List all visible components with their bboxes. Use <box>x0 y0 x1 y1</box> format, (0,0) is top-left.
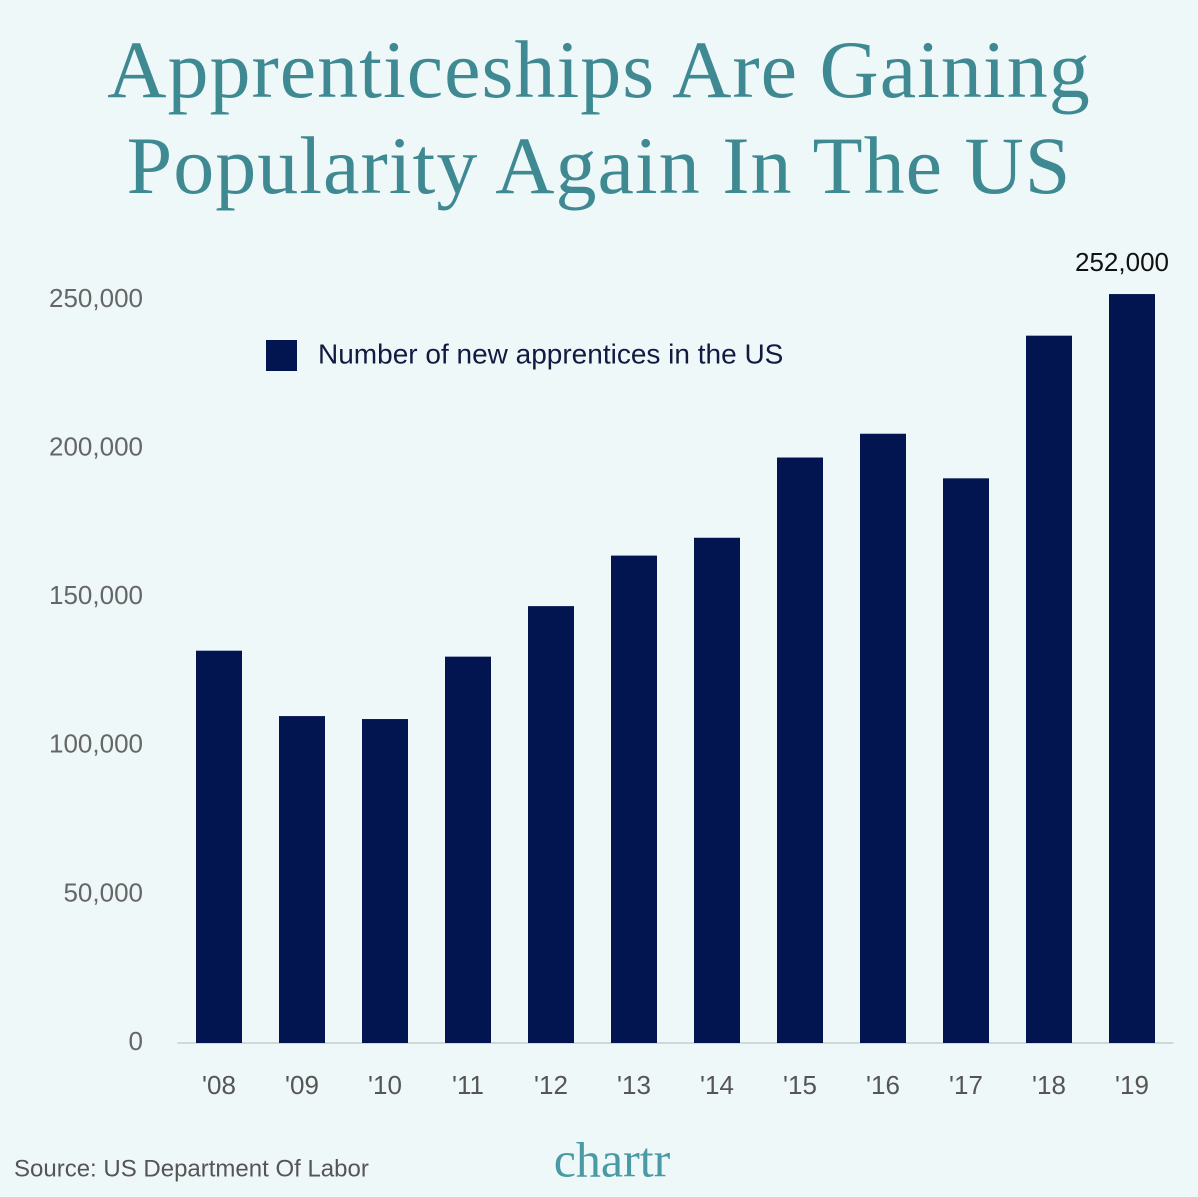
bar <box>528 606 574 1043</box>
x-tick-label: '11 <box>452 1070 484 1100</box>
y-tick-label: 250,000 <box>49 283 143 313</box>
x-tick-label: '18 <box>1032 1070 1066 1100</box>
chart-title: Apprenticeships Are Gaining Popularity A… <box>107 24 1091 211</box>
y-tick-label: 150,000 <box>49 580 143 610</box>
bar <box>1026 335 1072 1043</box>
bar <box>694 537 740 1043</box>
bar <box>1109 294 1155 1043</box>
y-tick-label: 200,000 <box>49 431 143 461</box>
x-tick-label: '09 <box>285 1070 319 1100</box>
bar <box>196 650 242 1043</box>
bar <box>860 433 906 1043</box>
y-tick-label: 0 <box>129 1026 143 1056</box>
bar <box>777 457 823 1043</box>
value-label: 252,000 <box>1075 247 1169 277</box>
x-tick-label: '17 <box>949 1070 983 1100</box>
source: Source: US Department Of Labor <box>14 1155 369 1182</box>
x-tick-label: '12 <box>534 1070 568 1100</box>
brand: chartr <box>554 1131 671 1187</box>
bar <box>362 719 408 1043</box>
x-tick-label: '16 <box>866 1070 900 1100</box>
x-tick-label: '10 <box>368 1070 402 1100</box>
bar <box>445 656 491 1043</box>
x-tick-label: '08 <box>202 1070 236 1100</box>
y-tick-label: 50,000 <box>63 877 143 907</box>
y-tick-label: 100,000 <box>49 729 143 759</box>
bar <box>279 716 325 1043</box>
x-tick-label: '19 <box>1115 1070 1149 1100</box>
bar <box>611 555 657 1043</box>
x-tick-label: '13 <box>617 1070 651 1100</box>
x-tick-label: '15 <box>783 1070 817 1100</box>
legend-swatch <box>266 340 297 371</box>
x-tick-label: '14 <box>700 1070 734 1100</box>
bar <box>943 478 989 1043</box>
legend-label: Number of new apprentices in the US <box>318 338 783 369</box>
